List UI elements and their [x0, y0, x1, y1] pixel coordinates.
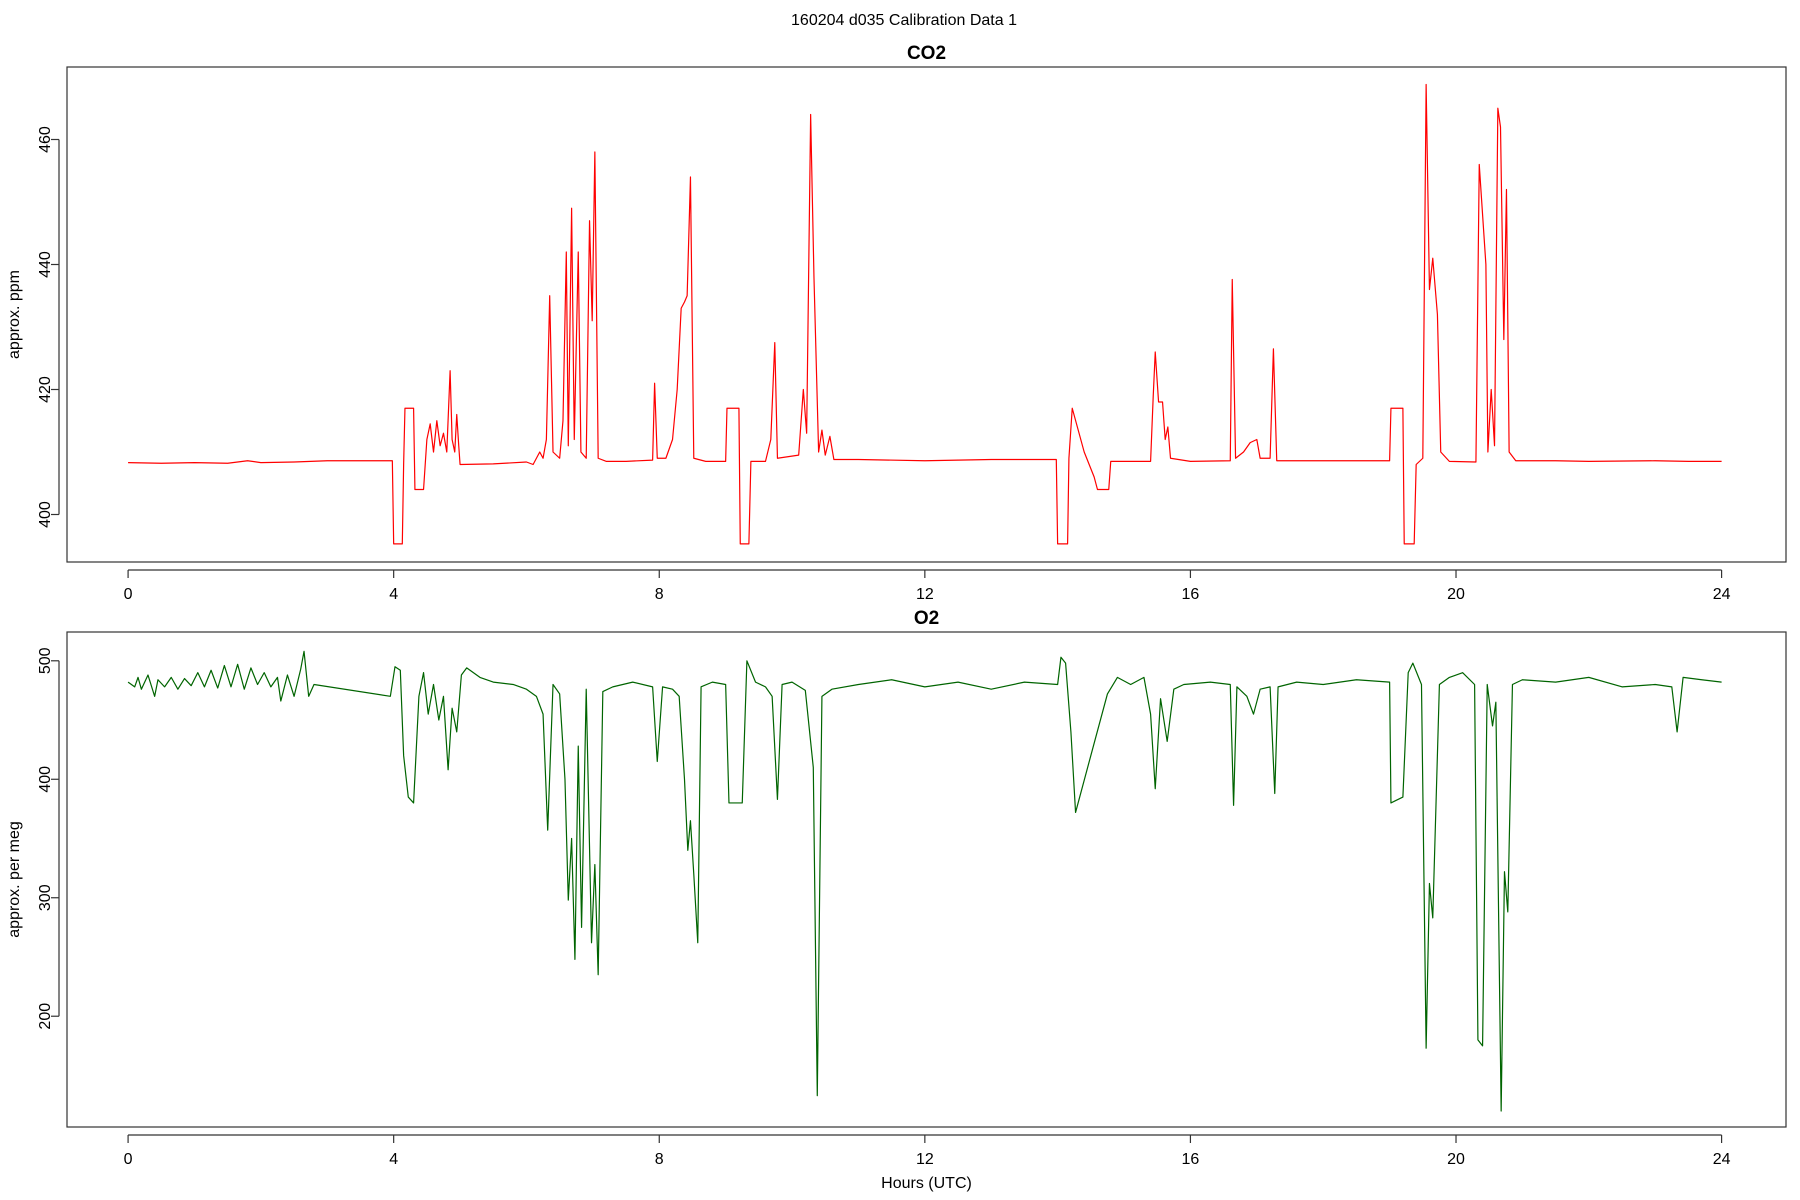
x-tick-label: 16 [1182, 586, 1200, 603]
y-tick-label: 420 [37, 376, 54, 403]
y-tick-label: 400 [37, 766, 54, 793]
figure-title: 160204 d035 Calibration Data 1 [791, 12, 1017, 29]
y-tick-label: 460 [37, 126, 54, 153]
x-tick-label: 24 [1713, 1151, 1731, 1168]
x-tick-label: 4 [389, 586, 398, 603]
x-axis-label: Hours (UTC) [881, 1175, 972, 1192]
x-tick-label: 4 [389, 1151, 398, 1168]
y-tick-label: 440 [37, 251, 54, 278]
panel-title: O2 [914, 608, 939, 629]
y-tick-label: 300 [37, 884, 54, 911]
x-tick-label: 20 [1447, 1151, 1465, 1168]
plot-frame [66, 631, 1787, 1128]
panel-title: CO2 [907, 43, 946, 64]
data-line [127, 650, 1722, 1112]
plot-frame [66, 66, 1787, 563]
x-tick-label: 0 [124, 586, 133, 603]
data-line [128, 83, 1722, 545]
y-tick-label: 500 [37, 647, 54, 674]
y-axis-label: approx. ppm [6, 270, 23, 359]
y-tick-label: 400 [37, 501, 54, 528]
x-tick-label: 12 [916, 1151, 934, 1168]
x-tick-label: 8 [655, 586, 664, 603]
x-tick-label: 20 [1447, 586, 1465, 603]
x-tick-label: 24 [1713, 586, 1731, 603]
y-axis-label: approx. per meg [6, 821, 23, 938]
x-tick-label: 8 [655, 1151, 664, 1168]
x-tick-label: 16 [1182, 1151, 1200, 1168]
x-tick-label: 0 [124, 1151, 133, 1168]
y-tick-label: 200 [37, 1003, 54, 1030]
x-tick-label: 12 [916, 586, 934, 603]
